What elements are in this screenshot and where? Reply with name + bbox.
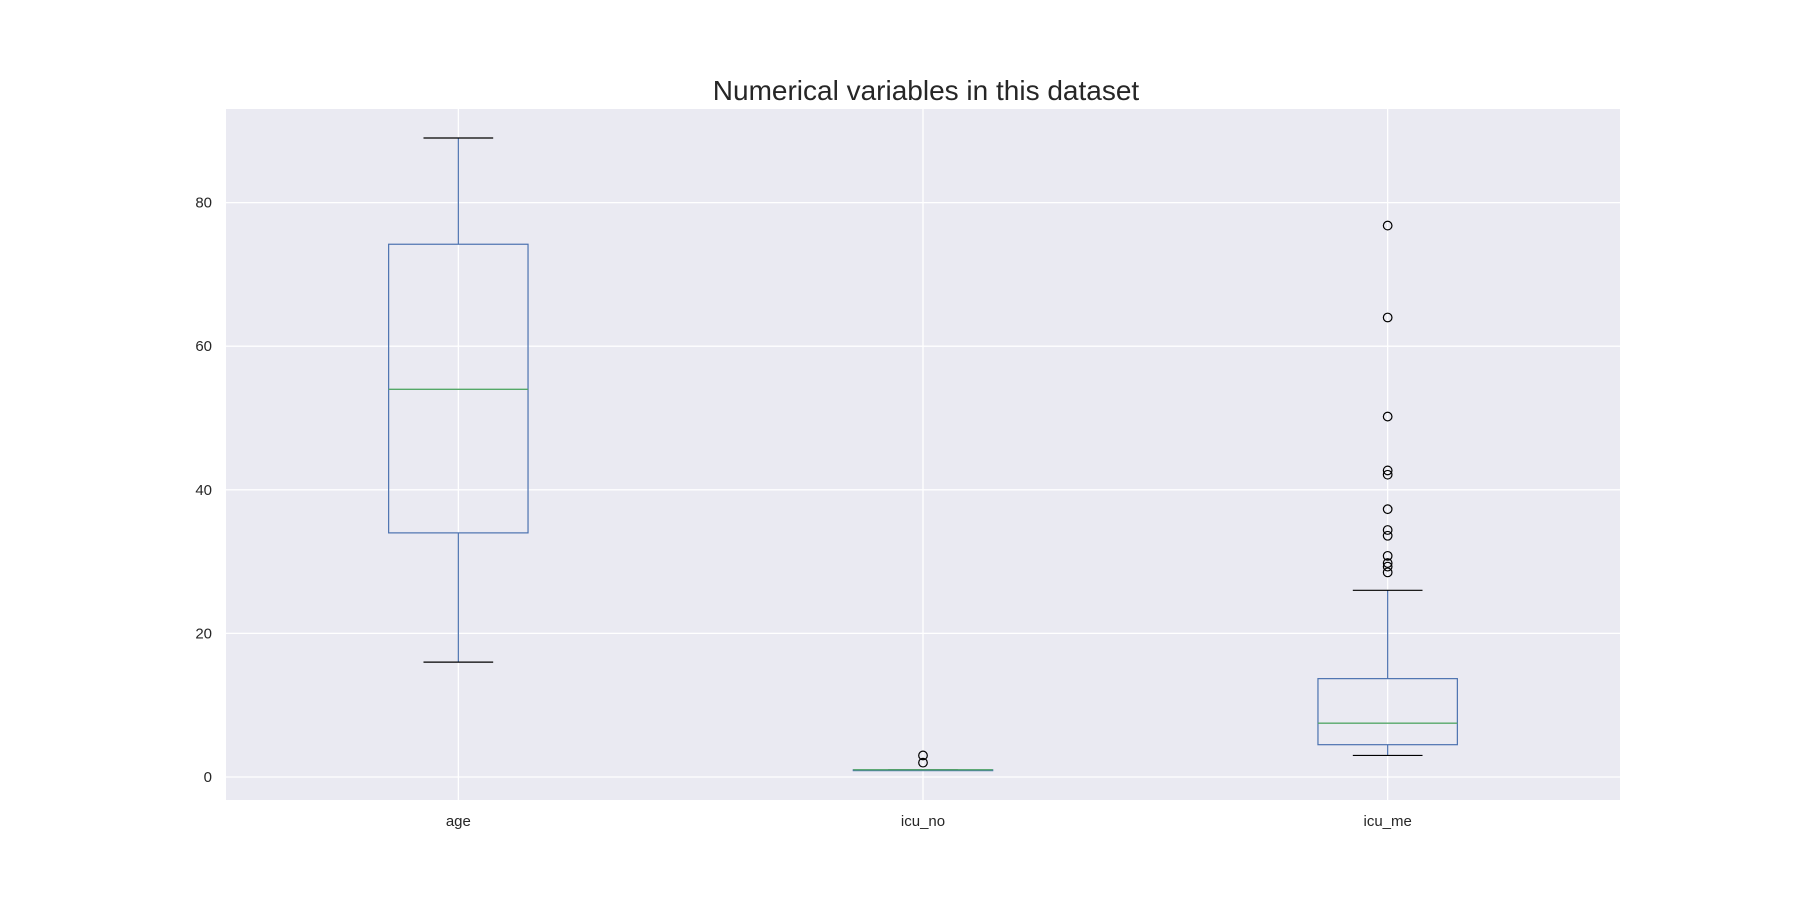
y-tick-label: 80 [195, 195, 212, 212]
iqr-box [1317, 678, 1458, 746]
outlier-point [918, 757, 928, 768]
chart-title: Numerical variables in this dataset [713, 75, 1140, 106]
outlier-point [1382, 312, 1393, 323]
outlier-point [1382, 411, 1393, 422]
outlier-point [1382, 525, 1393, 535]
box-layer [388, 137, 1458, 772]
outlier-point [1382, 550, 1393, 561]
outlier-point [1382, 469, 1393, 480]
outlier-point [1382, 504, 1393, 515]
box-icu_me [1317, 220, 1458, 757]
y-tick-label: 40 [195, 482, 212, 499]
y-axis: 0 20 40 60 80 [195, 195, 212, 786]
outlier-point [1382, 220, 1393, 231]
iqr-box [388, 243, 529, 534]
x-tick-label: icu_no [901, 813, 945, 830]
x-tick-label: icu_me [1363, 813, 1411, 830]
x-tick-label: age [446, 813, 471, 830]
y-tick-label: 20 [195, 625, 212, 642]
box-age [388, 137, 529, 663]
outlier-point [1382, 567, 1393, 578]
x-axis: age icu_no icu_me [446, 813, 1412, 830]
outlier-point [1382, 465, 1393, 476]
y-tick-label: 0 [204, 769, 212, 786]
outlier-point [1382, 558, 1393, 568]
box-icu_no [852, 750, 994, 772]
outlier-point [918, 750, 928, 761]
outlier-point [1382, 530, 1393, 541]
outlier-point [1382, 561, 1393, 572]
y-tick-label: 60 [195, 338, 212, 355]
